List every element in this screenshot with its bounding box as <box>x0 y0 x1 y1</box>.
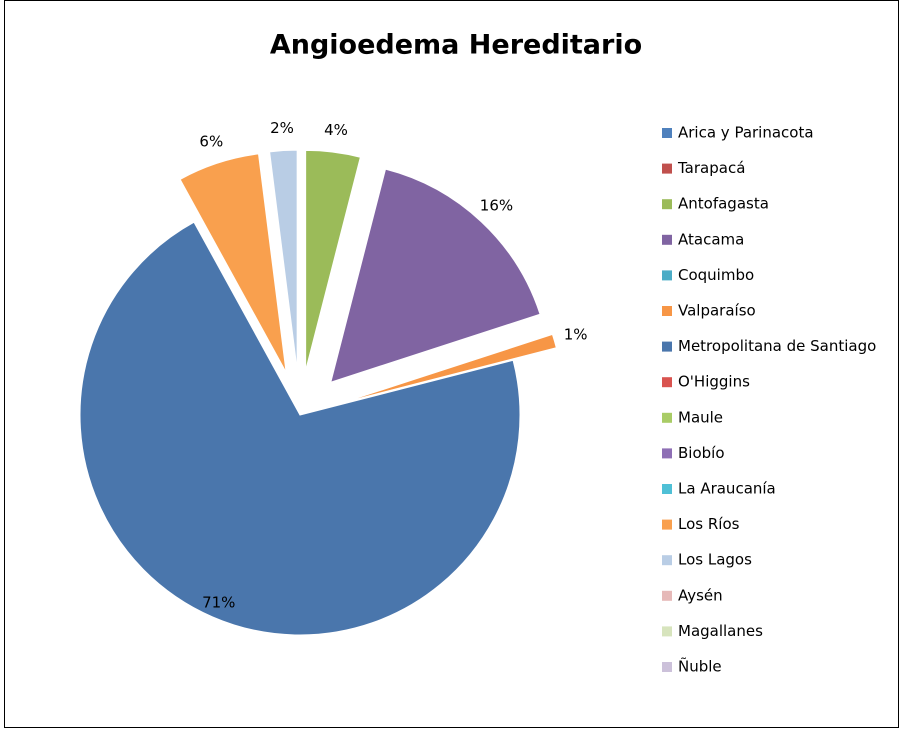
legend-label: Maule <box>678 408 723 426</box>
legend-label: Valparaíso <box>678 302 756 320</box>
legend-swatch <box>662 128 672 138</box>
legend-swatch <box>662 626 672 637</box>
legend-swatch <box>662 448 672 459</box>
legend-label: Aysén <box>678 586 723 604</box>
legend-label: Antofagasta <box>678 195 769 213</box>
legend-label: Metropolitana de Santiago <box>678 337 876 355</box>
pie-slice <box>305 149 361 371</box>
legend-label: Tarapacá <box>677 159 745 177</box>
legend-swatch <box>662 555 672 566</box>
legend-swatch <box>662 662 672 672</box>
legend-label: Arica y Parinacota <box>678 124 814 142</box>
pie-slice <box>79 221 521 636</box>
legend-swatch <box>662 306 672 316</box>
legend-label: Biobío <box>678 444 725 462</box>
legend-swatch <box>662 199 672 210</box>
data-label: 1% <box>564 325 588 343</box>
data-label: 16% <box>480 196 513 214</box>
legend-label: Atacama <box>678 230 744 248</box>
legend-swatch <box>662 270 672 281</box>
legend-swatch <box>662 234 672 245</box>
data-label: 2% <box>270 119 294 137</box>
chart-title: Angioedema Hereditario <box>270 30 642 61</box>
legend-label: Ñuble <box>678 657 722 676</box>
legend-swatch <box>662 377 672 388</box>
legend-label: O'Higgins <box>678 373 750 391</box>
pie-slice <box>330 168 541 383</box>
legend-swatch <box>662 163 672 174</box>
legend-label: Coquimbo <box>678 266 754 284</box>
legend-swatch <box>662 590 672 601</box>
legend-swatch <box>662 341 672 352</box>
pie-slice <box>179 153 287 373</box>
legend-label: Los Lagos <box>678 551 752 569</box>
legend-label: Magallanes <box>678 622 763 640</box>
legend-swatch <box>662 412 672 423</box>
data-label: 71% <box>202 593 235 611</box>
data-label: 4% <box>324 121 348 139</box>
legend-label: Los Ríos <box>678 515 740 533</box>
data-label: 6% <box>199 133 223 151</box>
pie-slice <box>343 333 557 403</box>
legend-swatch <box>662 484 672 494</box>
legend-swatch <box>662 519 672 530</box>
legend-label: La Araucanía <box>678 480 776 498</box>
pie-slice <box>269 149 298 371</box>
